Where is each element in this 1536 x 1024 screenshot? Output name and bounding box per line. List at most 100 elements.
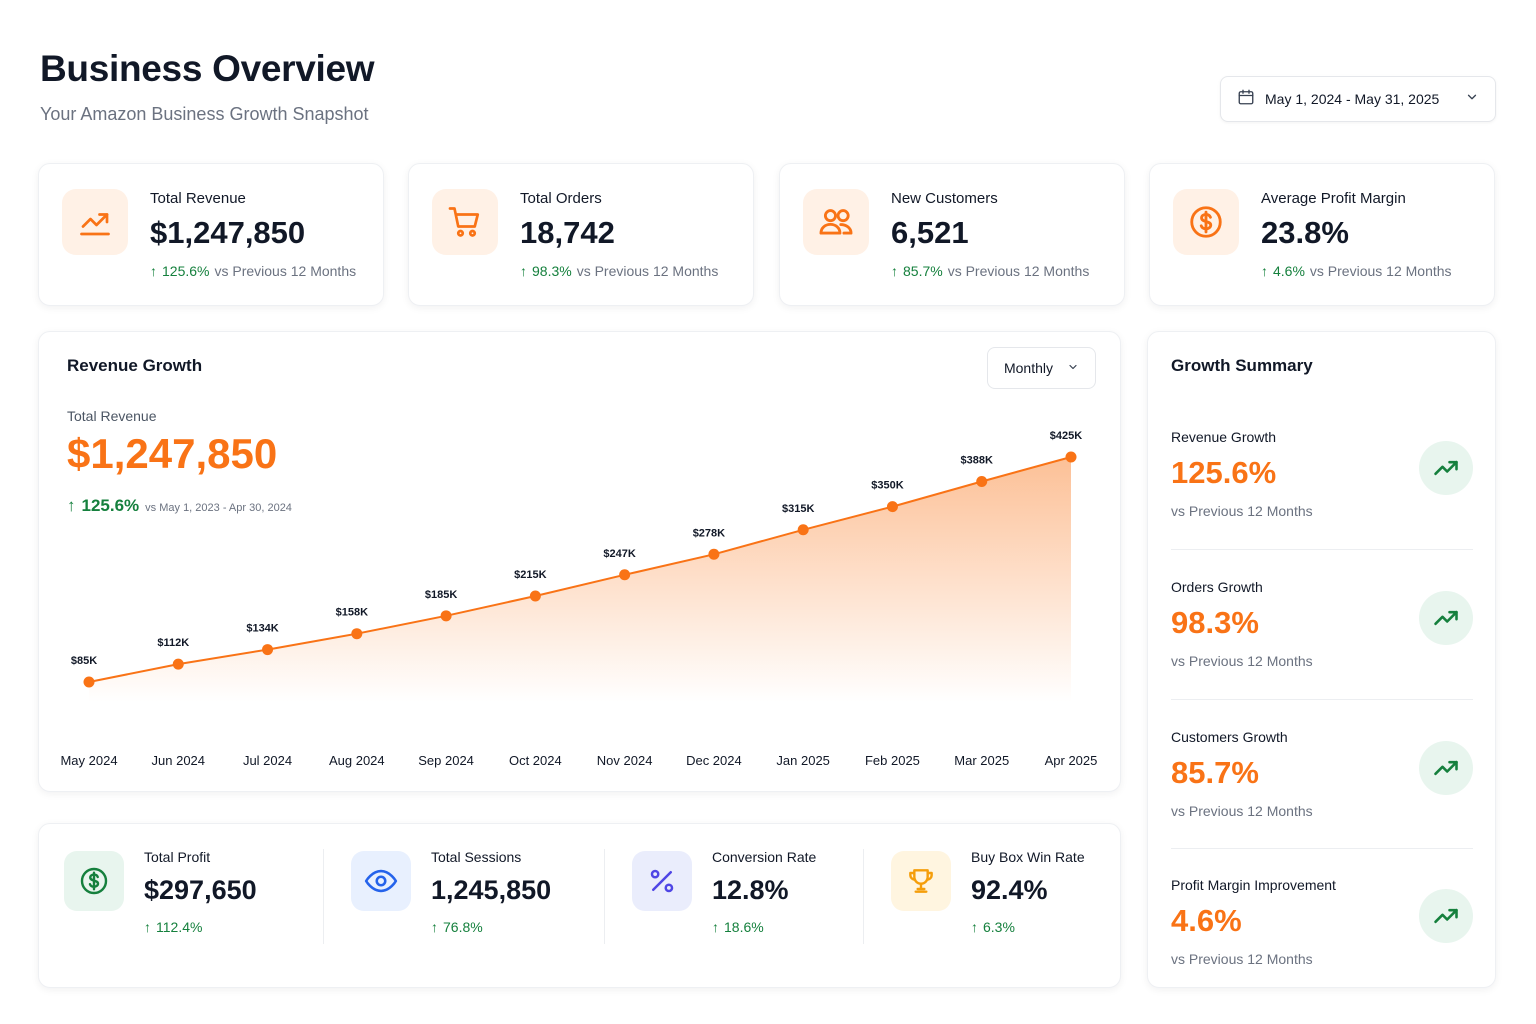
x-axis-label: May 2024 <box>60 753 117 768</box>
data-value-label: $185K <box>425 589 457 601</box>
kpi-label: Average Profit Margin <box>1261 190 1406 207</box>
arrow-up-icon: ↑ <box>431 919 438 935</box>
arrow-up-icon: ↑ <box>67 496 76 515</box>
stat-label: Conversion Rate <box>712 849 817 865</box>
kpi-change-percent: 4.6% <box>1273 263 1305 279</box>
data-point[interactable] <box>351 628 363 640</box>
chevron-down-icon <box>1067 360 1079 376</box>
stat-change-percent: 76.8% <box>443 919 483 935</box>
data-point[interactable] <box>619 569 631 581</box>
data-point[interactable] <box>262 644 274 656</box>
x-axis-label: Aug 2024 <box>329 753 385 768</box>
data-point[interactable] <box>440 610 452 622</box>
kpi-change: ↑ 98.3% vs Previous 12 Months <box>520 263 743 279</box>
revenue-growth-card: $85K $112K $134K $158K $185K $215K $247K $278K $… <box>38 331 1121 792</box>
chart-change-percent: 125.6% <box>81 496 140 515</box>
stat-label: Total Sessions <box>431 849 522 865</box>
data-value-label: $315K <box>782 503 814 515</box>
stat-value: 1,245,850 <box>431 875 552 905</box>
data-value-label: $278K <box>693 527 725 539</box>
x-axis-label: Mar 2025 <box>954 753 1009 768</box>
chart-change: ↑ 125.6% vs May 1, 2023 - Apr 30, 2024 <box>67 496 292 516</box>
users-icon <box>803 189 869 255</box>
chart-change-period: vs May 1, 2023 - Apr 30, 2024 <box>145 502 292 514</box>
trending-up-icon <box>1419 889 1473 943</box>
growth-summary-card: Growth Summary Revenue Growth 125.6% vs … <box>1147 331 1496 988</box>
kpi-value: 23.8% <box>1261 215 1349 250</box>
divider <box>604 849 605 944</box>
summary-item-revenue: Revenue Growth 125.6% vs Previous 12 Mon… <box>1171 429 1473 519</box>
kpi-value: 18,742 <box>520 215 615 250</box>
stat-change: ↑ 76.8% <box>431 919 551 935</box>
data-value-label: $388K <box>961 454 993 466</box>
data-point[interactable] <box>708 548 720 560</box>
stat-change-percent: 18.6% <box>724 919 764 935</box>
stat-change-percent: 112.4% <box>156 919 203 935</box>
data-point[interactable] <box>83 676 95 688</box>
percent-icon <box>632 851 692 911</box>
data-point[interactable] <box>886 501 898 513</box>
x-axis-label: Feb 2025 <box>865 753 920 768</box>
data-point[interactable] <box>172 658 184 670</box>
data-value-label: $247K <box>603 548 635 560</box>
kpi-change: ↑ 125.6% vs Previous 12 Months <box>150 263 373 279</box>
kpi-card-total-revenue: Total Revenue $1,247,850 ↑ 125.6% vs Pre… <box>38 163 384 306</box>
kpi-label: Total Revenue <box>150 190 246 207</box>
kpi-change-text: vs Previous 12 Months <box>947 263 1090 279</box>
divider <box>1171 848 1473 849</box>
arrow-up-icon: ↑ <box>144 919 151 935</box>
chart-metric-label: Total Revenue <box>67 408 157 424</box>
summary-value: 125.6% <box>1171 455 1277 490</box>
trending-up-icon <box>62 189 128 255</box>
stat-change: ↑ 6.3% <box>971 919 1085 935</box>
summary-title: Growth Summary <box>1171 356 1313 375</box>
stat-label: Total Profit <box>144 849 211 865</box>
x-axis-label: Dec 2024 <box>686 753 742 768</box>
eye-icon <box>351 851 411 911</box>
arrow-up-icon: ↑ <box>1261 263 1268 279</box>
kpi-change-text: vs Previous 12 Months <box>214 263 357 279</box>
kpi-change-percent: 125.6% <box>162 263 210 279</box>
stat-label: Buy Box Win Rate <box>971 849 1085 865</box>
kpi-card-profit-margin: Average Profit Margin 23.8% ↑ 4.6% vs Pr… <box>1149 163 1495 306</box>
summary-item-orders: Orders Growth 98.3% vs Previous 12 Month… <box>1171 579 1473 669</box>
stat-value: 12.8% <box>712 875 789 905</box>
page-title: Business Overview <box>40 48 375 89</box>
summary-sub: vs Previous 12 Months <box>1171 503 1313 519</box>
arrow-up-icon: ↑ <box>971 919 978 935</box>
kpi-card-new-customers: New Customers 6,521 ↑ 85.7% vs Previous … <box>779 163 1125 306</box>
kpi-card-total-orders: Total Orders 18,742 ↑ 98.3% vs Previous … <box>408 163 754 306</box>
x-axis-label: Jul 2024 <box>243 753 292 768</box>
data-point[interactable] <box>529 590 541 602</box>
stat-change: ↑ 18.6% <box>712 919 816 935</box>
revenue-area <box>89 457 1071 702</box>
divider <box>1171 549 1473 550</box>
data-value-label: $425K <box>1050 430 1082 442</box>
data-point[interactable] <box>976 475 988 487</box>
dollar-circle-icon <box>64 851 124 911</box>
kpi-label: Total Orders <box>520 190 602 207</box>
dollar-circle-icon <box>1173 189 1239 255</box>
divider <box>1171 699 1473 700</box>
stat-value: 92.4% <box>971 875 1048 905</box>
data-value-label: $215K <box>514 569 546 581</box>
kpi-change-percent: 85.7% <box>903 263 943 279</box>
summary-label: Customers Growth <box>1171 729 1288 745</box>
date-range-picker[interactable]: May 1, 2024 - May 31, 2025 <box>1220 76 1496 122</box>
period-select[interactable]: Monthly <box>987 347 1096 389</box>
divider <box>323 849 324 944</box>
trending-up-icon <box>1419 591 1473 645</box>
summary-label: Orders Growth <box>1171 579 1263 595</box>
data-value-label: $350K <box>871 480 903 492</box>
stat-change: ↑ 112.4% <box>144 919 257 935</box>
kpi-change-percent: 98.3% <box>532 263 572 279</box>
data-point[interactable] <box>1065 451 1077 463</box>
kpi-change: ↑ 4.6% vs Previous 12 Months <box>1261 263 1484 279</box>
summary-sub: vs Previous 12 Months <box>1171 951 1313 967</box>
trending-up-icon <box>1419 441 1473 495</box>
data-value-label: $158K <box>336 607 368 619</box>
trophy-icon <box>891 851 951 911</box>
data-point[interactable] <box>797 524 809 536</box>
chart-title: Revenue Growth <box>67 356 203 375</box>
x-axis-label: Apr 2025 <box>1045 753 1098 768</box>
